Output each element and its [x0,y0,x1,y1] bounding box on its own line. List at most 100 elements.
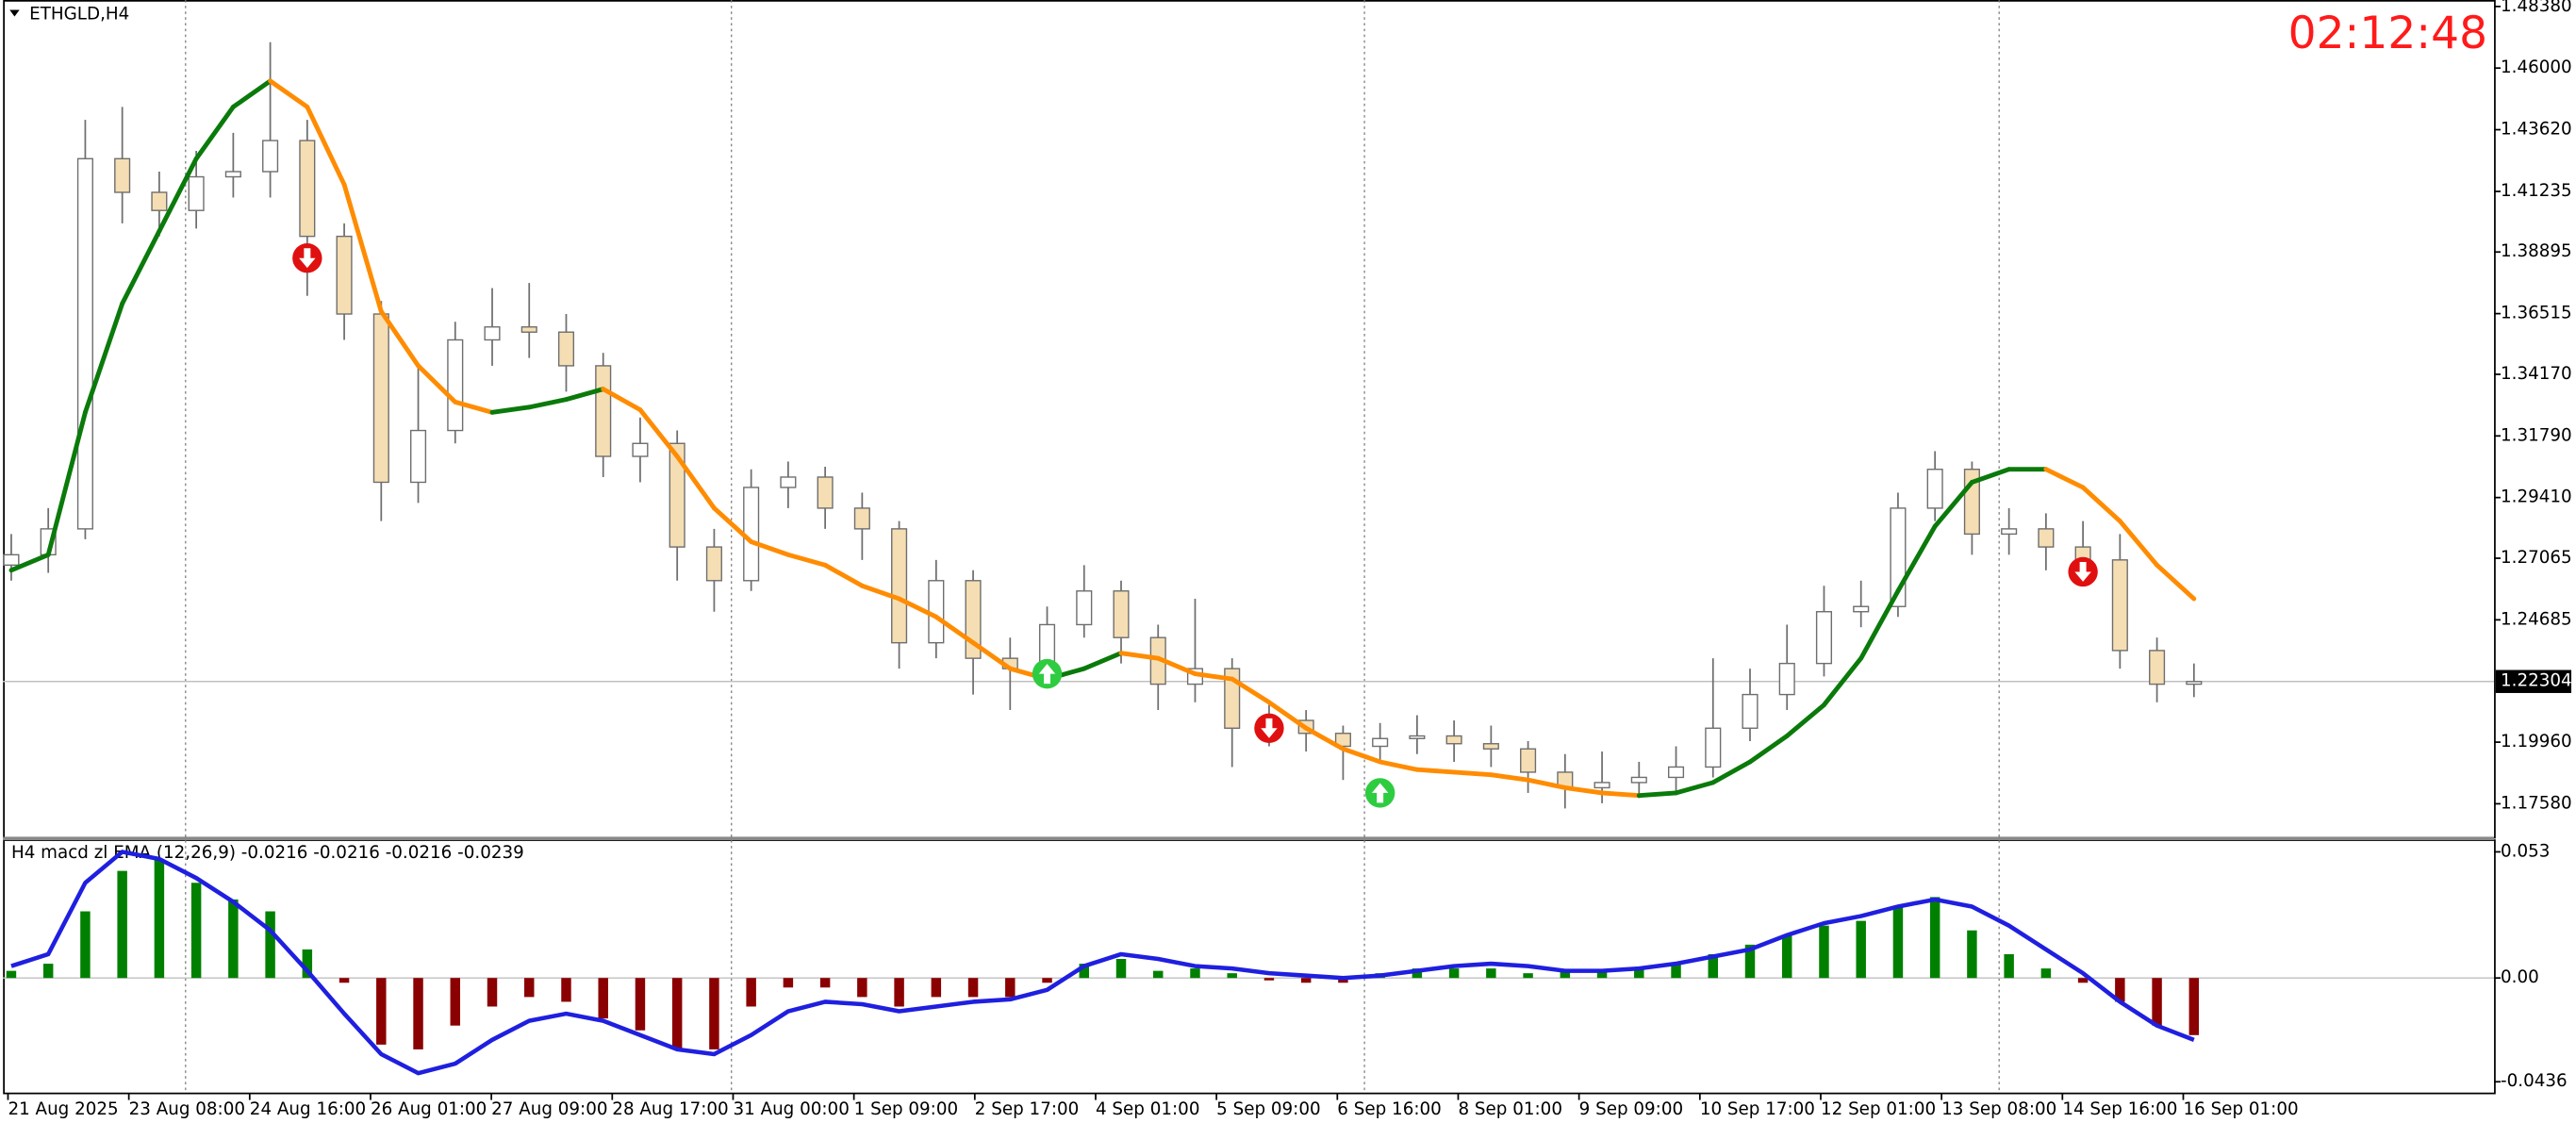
trend-segment [2117,519,2160,568]
candle-body [409,429,427,484]
histogram-bar [671,978,683,1049]
trend-segment [1674,780,1716,796]
histogram-bar [1596,970,1608,979]
x-tick-label: 27 Aug 09:00 [491,1099,607,1119]
trend-segment [1895,523,1938,594]
y-tick-label: 1.48380 [2501,0,2572,16]
histogram-bar [2077,978,2089,983]
histogram-bar [2152,978,2162,1026]
signal-arrow [2068,556,2098,587]
candle-body [447,339,464,432]
signal-line [10,850,2195,1076]
histogram-bar [967,978,979,998]
trend-segment [1562,784,1605,796]
y-tick-label: 1.31790 [2501,425,2572,445]
trend-segment [1414,767,1457,775]
candle-body [336,235,353,315]
histogram-bar [2115,978,2125,1002]
histogram-bar [376,978,387,1045]
histogram-bar [6,970,17,979]
candle-body [484,326,501,341]
candle-body [1372,737,1389,748]
histogram-bar [1486,968,1496,979]
x-tick-label: 1 Sep 09:00 [854,1099,958,1119]
candle-body [520,326,537,333]
histogram-bar [1856,920,1866,979]
histogram-bar [931,978,942,998]
histogram-bar [450,978,461,1026]
histogram-bar [80,911,91,979]
trend-segment [749,539,791,557]
x-tick-label: 13 Sep 08:00 [1941,1099,2056,1119]
histogram-bar [1005,978,1016,998]
candle-body [151,191,168,211]
trend-segment [526,397,569,410]
trend-segment [1822,655,1864,708]
candle-body [2149,650,2166,685]
menu-arrow[interactable] [9,9,20,17]
candle-body [817,476,834,509]
trend-segment [637,407,680,459]
histogram-bar [1634,968,1644,979]
current-price-box [2495,669,2572,693]
histogram-bar [1338,978,1348,983]
x-tick-label: 2 Sep 17:00 [975,1099,1080,1119]
trend-segment [120,228,162,306]
signal-arrow [1254,713,1284,743]
period-separators [185,0,2000,1094]
trend-segment [1488,772,1531,783]
trend-segment [970,640,1013,671]
macd-pane [3,839,2496,1095]
x-tick-label: 21 Aug 2025 [8,1099,118,1119]
histogram-bar [1300,978,1312,983]
trend-segment [1303,725,1346,751]
x-tick-label: 8 Sep 01:00 [1458,1099,1562,1119]
histogram-bar [894,978,904,1007]
histogram-bar [1523,973,1533,979]
candle-body [1926,469,1943,509]
trend-segment [1082,651,1124,671]
candle-body [595,365,612,457]
symbol-label: ETHGLD,H4 [29,5,129,25]
trend-segment [1599,790,1642,799]
histogram-bar [598,978,608,1019]
y-tick-label: 1.34170 [2501,364,2572,384]
candle-body [2186,681,2203,685]
histogram-bar [1227,973,1237,979]
histogram-bar [857,978,867,998]
histogram-bar [339,978,350,983]
histogram-bar [265,911,275,979]
trend-segment [933,614,976,646]
y-tick-label: 1.38895 [2501,241,2572,261]
trend-segment [1858,588,1901,661]
trend-segment [157,156,199,234]
trend-segment [785,552,828,568]
trend-segment [822,562,865,588]
trend-segment [45,409,88,557]
trend-segment [1340,746,1383,765]
y-tick-label: 1.36515 [2501,304,2572,323]
candle-body [1742,693,1759,729]
signal-glyph [1371,783,1389,803]
trend-segment [1193,671,1235,682]
histogram-bar [819,978,831,988]
candle-body [1520,748,1537,773]
candle-body [224,171,241,178]
histogram-bar [524,978,535,998]
histogram-bar [413,978,423,1049]
signal-glyph [1038,664,1056,685]
trend-segment [601,387,643,413]
histogram-bar [561,978,571,1002]
candle-body [780,476,797,488]
signal-arrow [1364,778,1395,808]
signal-glyph [1261,718,1278,738]
y-tick-label: -0.0436 [2501,1071,2568,1091]
candle-body [1667,766,1685,779]
candle-body [299,140,316,238]
histogram-bar [2188,978,2200,1035]
candle-body [1482,743,1499,750]
trend-segment [2155,562,2197,602]
histogram-bar [2040,968,2052,979]
